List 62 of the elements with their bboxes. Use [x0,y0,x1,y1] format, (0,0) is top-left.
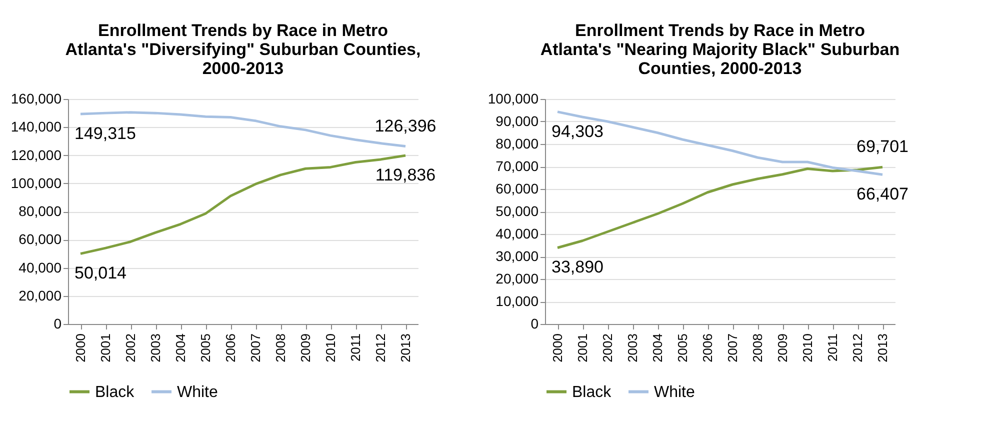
x-tick-label: 2007 [248,334,263,362]
y-tick-label: 30,000 [496,248,539,264]
y-tick-label: 0 [54,316,62,332]
y-tick-label: 100,000 [10,174,62,191]
y-tick-label: 20,000 [18,287,62,304]
data-label: 50,014 [74,264,126,283]
y-tick-label: 120,000 [10,146,62,163]
y-tick-label: 140,000 [10,118,62,135]
y-tick-label: 10,000 [496,293,539,309]
y-tick-label: 70,000 [496,158,539,174]
x-tick-label: 2009 [298,334,313,362]
x-tick-label: 2008 [273,334,288,362]
y-tick-label: 40,000 [18,259,62,276]
x-tick-label: 2007 [725,334,740,362]
y-tick-label: 0 [530,316,539,332]
x-tick-label: 2003 [148,334,163,362]
legend-label: Black [95,384,136,401]
y-tick-label: 80,000 [496,136,539,152]
x-tick-label: 2010 [800,334,815,362]
x-tick-label: 2011 [825,334,840,362]
x-tick-label: 2011 [348,334,363,362]
x-tick-label: 2005 [675,334,690,362]
x-tick-label: 2009 [775,334,790,362]
x-tick-label: 2002 [600,334,615,362]
data-label: 66,407 [856,184,908,204]
x-tick-label: 2002 [123,334,138,362]
x-tick-label: 2006 [223,334,238,362]
legend-label: White [177,384,218,401]
data-label: 119,836 [375,165,436,184]
x-tick-label: 2001 [98,334,113,362]
x-tick-label: 2013 [875,334,890,362]
legend-label: White [654,384,695,401]
y-tick-label: 90,000 [496,113,539,129]
x-tick-label: 2000 [550,334,565,362]
y-tick-label: 50,000 [496,203,539,219]
x-tick-label: 2004 [173,334,188,362]
legend-label: Black [572,384,612,401]
y-tick-label: 100,000 [488,90,539,106]
x-tick-label: 2004 [650,334,665,362]
x-tick-label: 2008 [750,334,765,362]
x-tick-label: 2013 [398,334,413,362]
x-tick-label: 2010 [323,334,338,362]
y-tick-label: 160,000 [10,90,62,106]
x-tick-label: 2005 [198,334,213,362]
y-tick-label: 60,000 [496,180,539,196]
chart-title: Enrollment Trends by Race in Metro Atlanta's "Nearing Majority Black" Suburban Counties, 2000-2013 [540,21,900,78]
y-tick-label: 60,000 [18,231,62,248]
x-tick-label: 2006 [700,334,715,362]
data-label: 126,396 [374,116,436,136]
x-tick-label: 2012 [850,334,865,362]
y-tick-label: 20,000 [496,270,539,286]
data-label: 33,890 [552,258,604,277]
x-tick-label: 2001 [575,334,590,362]
data-label: 149,315 [74,124,136,144]
x-tick-label: 2000 [73,334,88,362]
x-tick-label: 2003 [625,334,640,362]
data-label: 94,303 [552,122,604,141]
y-tick-label: 80,000 [18,203,62,219]
y-tick-label: 40,000 [496,226,539,242]
x-tick-label: 2012 [373,334,388,362]
chart-title: Enrollment Trends by Race in Metro Atlanta's "Diversifying" Suburban Counties, 2000-2013 [65,21,421,78]
data-label: 69,701 [856,137,908,156]
